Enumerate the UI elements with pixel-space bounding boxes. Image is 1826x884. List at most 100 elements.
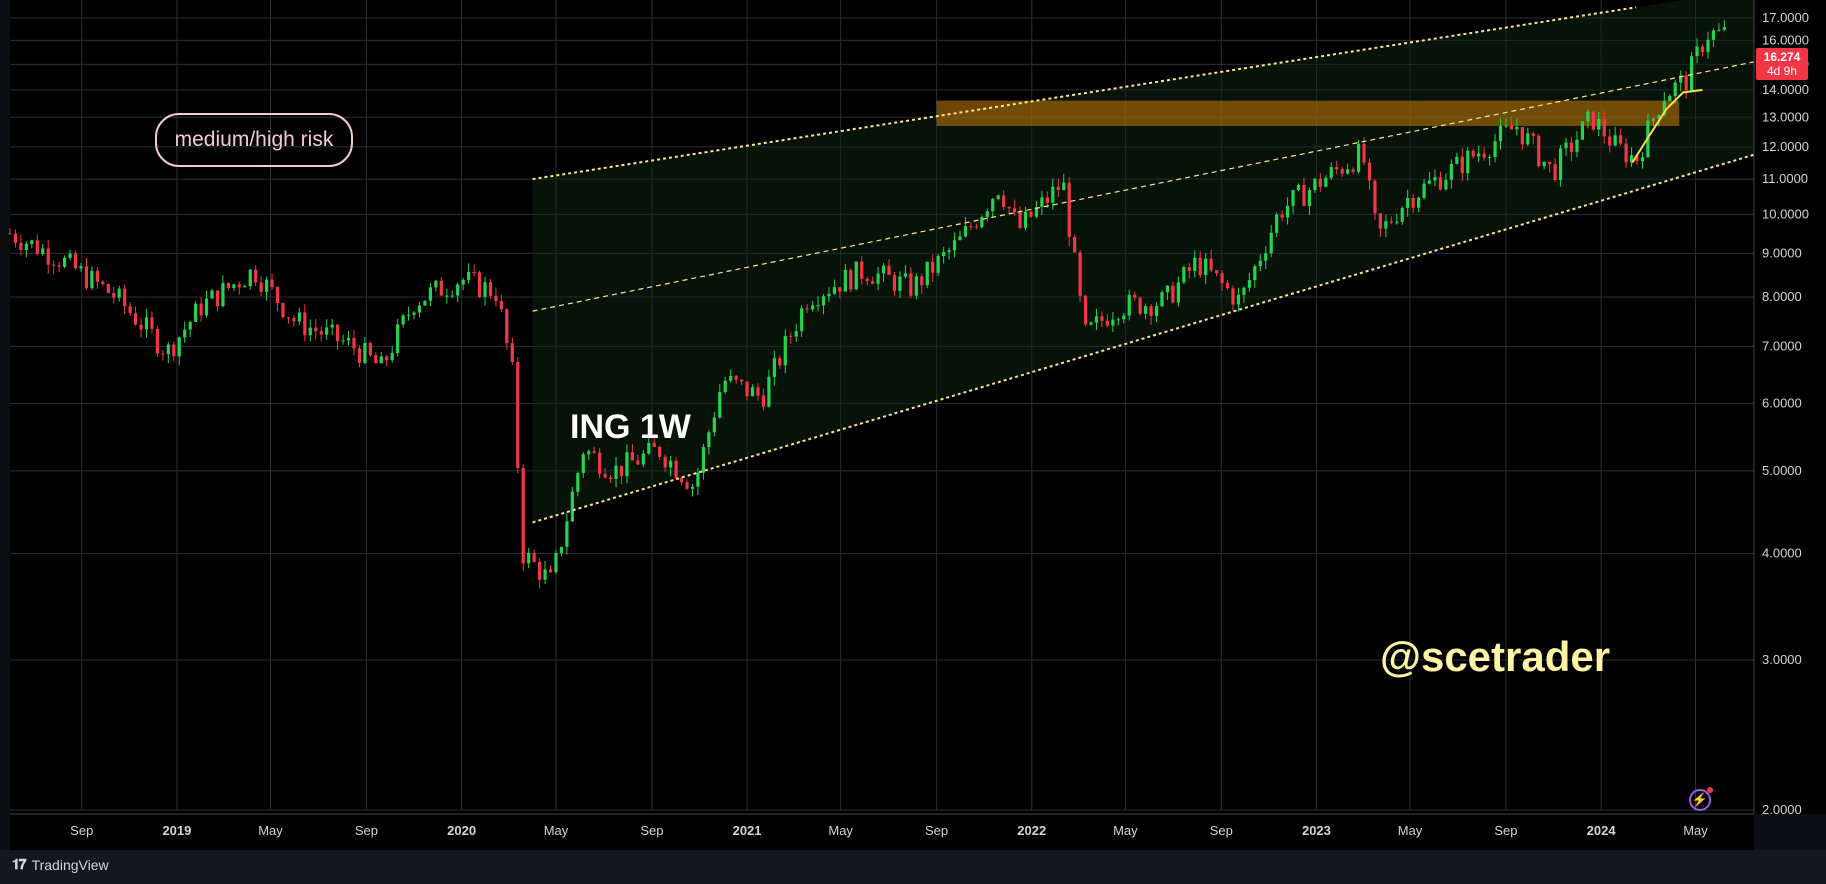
candle-body xyxy=(1558,148,1563,181)
tradingview-logo[interactable]: 𝟏𝟕 TradingView xyxy=(12,856,109,873)
candle xyxy=(1433,169,1437,187)
candle xyxy=(1700,44,1705,57)
candle xyxy=(723,376,727,395)
candle xyxy=(991,197,995,218)
candle-body xyxy=(745,381,749,397)
candle xyxy=(1023,206,1028,231)
candle-body xyxy=(1460,156,1464,174)
candle-body xyxy=(1389,221,1393,223)
candle-body xyxy=(1116,319,1120,321)
candle-body xyxy=(925,261,929,286)
candle-body xyxy=(936,255,940,273)
time-tick-label: 2020 xyxy=(447,823,476,838)
candle-body xyxy=(636,460,640,465)
candle xyxy=(204,290,209,318)
candle-body xyxy=(161,353,165,355)
candle-body xyxy=(1165,285,1170,293)
candle-body xyxy=(379,356,383,364)
time-tick-label: 2019 xyxy=(162,823,191,838)
candle xyxy=(849,268,853,293)
candle-body xyxy=(456,284,460,296)
candle xyxy=(636,454,640,466)
candle xyxy=(1165,285,1170,301)
candle-body xyxy=(46,248,50,265)
time-tick-label: Sep xyxy=(925,823,948,838)
candle-body xyxy=(1023,211,1028,228)
candle-body xyxy=(1307,190,1312,206)
candle xyxy=(696,467,700,495)
candle xyxy=(527,547,531,569)
candle-body xyxy=(275,287,280,304)
candle xyxy=(62,255,67,269)
candle-body xyxy=(1302,185,1306,206)
candle-body xyxy=(1258,260,1262,267)
candle-body xyxy=(1253,266,1257,281)
candle xyxy=(123,284,127,315)
candle xyxy=(1089,321,1093,326)
time-tick-label: May xyxy=(828,823,853,838)
candle xyxy=(13,229,18,248)
candle xyxy=(750,384,755,397)
candle xyxy=(1335,160,1339,175)
candle xyxy=(1149,304,1153,325)
candle xyxy=(467,263,471,284)
candle-body xyxy=(696,472,700,487)
candle xyxy=(472,264,476,277)
candle-body xyxy=(1127,294,1131,316)
time-tick-label: 2023 xyxy=(1302,823,1331,838)
candle xyxy=(865,276,869,286)
candle xyxy=(1395,213,1399,225)
candle xyxy=(1062,173,1066,191)
candle xyxy=(106,283,110,294)
candle-body xyxy=(319,331,323,335)
candle-body xyxy=(1160,292,1164,307)
candle xyxy=(1695,38,1699,64)
candle-body xyxy=(450,295,454,297)
candle xyxy=(1526,127,1530,147)
candle-body xyxy=(1073,236,1077,253)
candle xyxy=(1056,178,1060,197)
candle-body xyxy=(139,324,143,330)
candle-body xyxy=(718,392,722,418)
candle xyxy=(996,194,1000,201)
candle xyxy=(139,317,143,338)
candle-body xyxy=(630,452,635,461)
candle-body xyxy=(1329,167,1333,178)
candle-body xyxy=(1406,197,1410,208)
candle-body xyxy=(183,329,187,338)
candle xyxy=(871,276,875,285)
candle-body xyxy=(1362,143,1366,163)
projection-curve xyxy=(1631,88,1703,164)
candle-body xyxy=(1613,135,1617,146)
candle-body xyxy=(62,257,67,267)
candle xyxy=(232,283,236,292)
candle xyxy=(357,345,362,368)
plot-area xyxy=(10,0,1754,814)
candle xyxy=(95,267,99,289)
candle xyxy=(1111,312,1115,332)
lightning-icon[interactable]: ⚡ xyxy=(1689,787,1713,811)
candle xyxy=(625,444,629,484)
candle-body xyxy=(1662,100,1666,115)
candle xyxy=(1602,110,1606,144)
candle xyxy=(1247,272,1251,292)
candle xyxy=(445,288,449,304)
candle-body xyxy=(505,309,509,344)
candle xyxy=(1711,28,1716,48)
candle-body xyxy=(1477,153,1481,157)
candle-body xyxy=(942,252,946,256)
candle-body xyxy=(483,282,487,297)
time-tick-label: May xyxy=(258,823,283,838)
candle xyxy=(980,215,984,229)
candle xyxy=(1144,303,1148,320)
candle-body xyxy=(1062,182,1066,191)
candle xyxy=(1373,179,1377,221)
candle-body xyxy=(652,442,656,447)
candle-body xyxy=(810,305,815,310)
candle-body xyxy=(215,290,220,307)
candle xyxy=(1597,112,1601,137)
candle-body xyxy=(1537,135,1541,167)
price-axis: 2.0000 3.0000 4.0000 5.0000 6.0000 7.0000 8.00… xyxy=(1753,0,1826,817)
candle-body xyxy=(1318,178,1322,187)
